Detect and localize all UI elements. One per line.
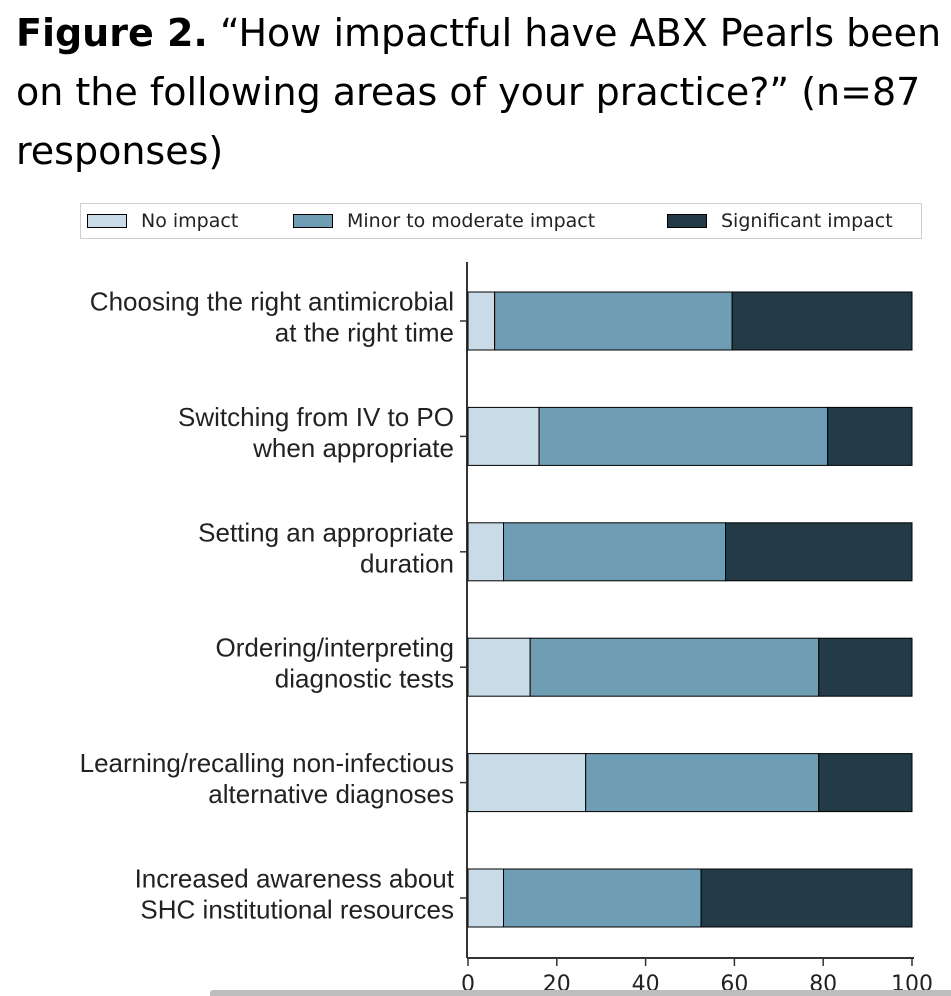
bar-minor-to-moderate-6: [503, 868, 702, 928]
legend-swatch-significant: [667, 214, 707, 228]
legend-item-minor-to-moderate: Minor to moderate impact: [293, 204, 595, 238]
bar-significant-5: [818, 753, 913, 813]
bar-no-impact-5: [467, 753, 587, 813]
category-label-1-line-1: Choosing the right antimicrobial: [90, 287, 454, 317]
figure-title: Figure 2. “How impactful have ABX Pearls…: [16, 4, 946, 181]
legend-label-no-impact: No impact: [141, 210, 239, 232]
bar-significant-6: [700, 868, 913, 928]
bar-minor-to-moderate-4: [529, 637, 820, 697]
figure-question: “How impactful have ABX Pearls been on t…: [16, 11, 942, 173]
category-label-4-line-2: diagnostic tests: [275, 664, 454, 694]
legend-label-significant: Significant impact: [721, 210, 893, 232]
legend-swatch-no-impact: [87, 214, 127, 228]
legend-label-minor-to-moderate: Minor to moderate impact: [347, 210, 596, 232]
legend-item-significant: Significant impact: [667, 204, 893, 238]
category-label-1-line-2: at the right time: [275, 318, 454, 348]
bar-significant-4: [818, 637, 913, 697]
bar-no-impact-4: [467, 637, 531, 697]
chart-legend: No impact Minor to moderate impact Signi…: [80, 203, 922, 239]
category-label-5-line-2: alternative diagnoses: [208, 779, 454, 809]
bar-significant-2: [827, 406, 913, 466]
bar-no-impact-2: [467, 406, 540, 466]
bar-minor-to-moderate-5: [585, 753, 820, 813]
bar-no-impact-6: [467, 868, 505, 928]
category-label-5-line-1: Learning/recalling non-infectious: [80, 748, 454, 778]
category-label-3-line-2: duration: [360, 548, 454, 578]
legend-swatch-minor-to-moderate: [293, 214, 333, 228]
legend-item-no-impact: No impact: [87, 204, 238, 238]
category-label-3-line-1: Setting an appropriate: [198, 517, 454, 547]
bar-minor-to-moderate-3: [503, 522, 727, 582]
bar-minor-to-moderate-2: [538, 406, 829, 466]
horizontal-scrollbar[interactable]: [210, 990, 951, 996]
bar-significant-3: [725, 522, 913, 582]
bar-minor-to-moderate-1: [494, 291, 733, 351]
category-label-2-line-1: Switching from IV to PO: [178, 402, 454, 432]
category-label-6-line-1: Increased awareness about: [135, 864, 455, 894]
bar-no-impact-1: [467, 291, 496, 351]
category-label-2-line-2: when appropriate: [252, 433, 454, 463]
bar-no-impact-3: [467, 522, 505, 582]
bar-significant-1: [731, 291, 913, 351]
category-label-6-line-2: SHC institutional resources: [140, 895, 454, 925]
category-label-4-line-1: Ordering/interpreting: [216, 633, 454, 663]
figure-label: Figure 2.: [16, 11, 208, 55]
